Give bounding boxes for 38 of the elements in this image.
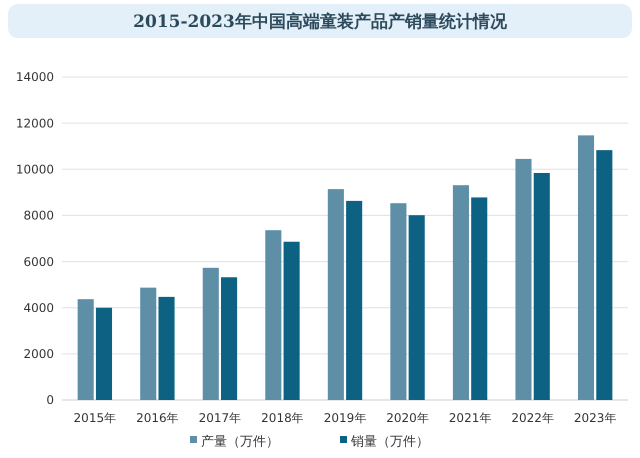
- x-tick-label: 2022年: [511, 411, 554, 425]
- chart-title: 2015-2023年中国高端童装产品产销量统计情况: [133, 12, 508, 32]
- bar: [390, 203, 406, 400]
- x-tick-label: 2019年: [324, 411, 366, 425]
- bar: [158, 296, 175, 400]
- bar: [515, 158, 532, 400]
- bar: [408, 215, 425, 400]
- bar: [328, 189, 344, 400]
- x-tick-label: 2015年: [74, 411, 116, 425]
- bar: [284, 242, 300, 400]
- y-tick-label: 4000: [23, 300, 54, 315]
- bar: [346, 200, 362, 400]
- x-tick-label: 2021年: [448, 411, 492, 425]
- bar: [202, 268, 219, 400]
- bar: [596, 150, 612, 400]
- bar: [452, 185, 469, 400]
- x-tick-label: 2016年: [136, 411, 179, 425]
- bar: [140, 288, 156, 400]
- y-tick-label: 12000: [16, 116, 54, 130]
- y-tick-label: 6000: [23, 254, 54, 269]
- bar: [78, 299, 94, 400]
- bar: [471, 197, 488, 400]
- y-tick-label: 2000: [23, 347, 54, 362]
- y-tick-label: 14000: [16, 70, 54, 84]
- x-tick-label: 2020年: [386, 411, 429, 425]
- y-tick-label: 8000: [23, 208, 54, 223]
- bar: [578, 135, 594, 400]
- bar: [221, 277, 238, 400]
- y-tick-label: 10000: [16, 162, 54, 176]
- y-tick-label: 0: [46, 393, 54, 408]
- bar: [534, 172, 550, 400]
- x-tick-label: 2023年: [574, 411, 616, 425]
- x-tick-label: 2017年: [198, 411, 242, 425]
- legend-label: 产量（万件）: [201, 434, 279, 450]
- x-tick-label: 2018年: [261, 411, 304, 425]
- legend-label: 销量（万件）: [350, 434, 429, 450]
- bar: [265, 230, 282, 400]
- bar: [96, 308, 112, 400]
